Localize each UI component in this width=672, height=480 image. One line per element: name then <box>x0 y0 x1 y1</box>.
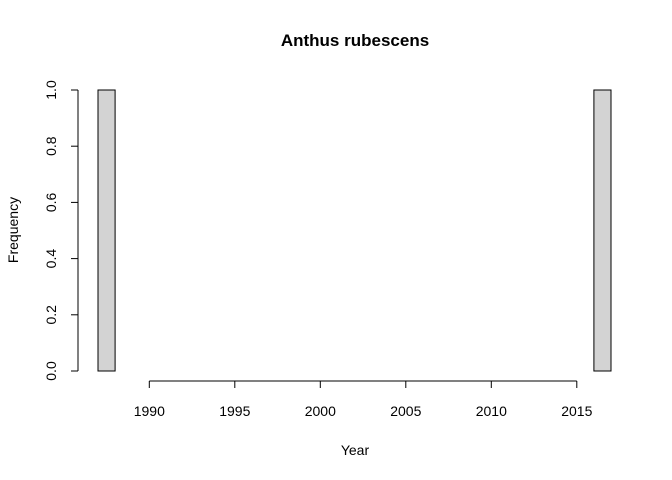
y-axis-title: Frequency <box>5 197 21 263</box>
x-tick-label: 1990 <box>134 403 165 419</box>
x-tick-label: 1995 <box>219 403 250 419</box>
x-tick-label: 2010 <box>476 403 507 419</box>
y-tick-label: 0.8 <box>43 136 59 156</box>
bars-group <box>97 89 612 372</box>
x-tick-label: 2000 <box>305 403 336 419</box>
chart-title: Anthus rubescens <box>281 31 429 50</box>
y-tick-label: 0.0 <box>43 361 59 381</box>
histogram-bar <box>97 89 116 372</box>
histogram-bar <box>593 89 612 372</box>
y-tick-label: 0.2 <box>43 305 59 325</box>
y-tick-label: 1.0 <box>43 80 59 100</box>
x-axis: 1990 1995 2000 2005 2010 2015 <box>134 380 593 419</box>
x-tick-label: 2015 <box>561 403 592 419</box>
x-axis-title: Year <box>341 442 370 458</box>
x-tick-label: 2005 <box>390 403 421 419</box>
y-tick-label: 0.6 <box>43 192 59 212</box>
y-tick-label: 0.4 <box>43 249 59 269</box>
y-axis: 0.0 0.2 0.4 0.6 0.8 1.0 <box>43 80 79 381</box>
